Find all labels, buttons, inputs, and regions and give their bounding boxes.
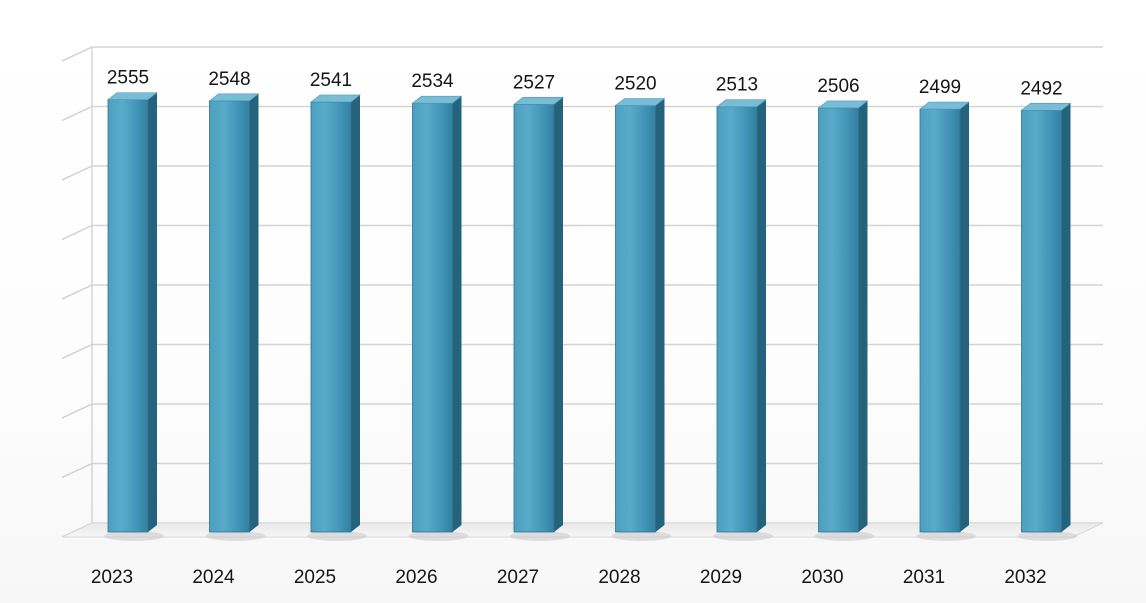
bar — [716, 106, 758, 533]
x-axis-labels: 2023 2024 2025 2026 2027 2028 2029 2030 2031 2032 — [91, 567, 1047, 588]
x-tick-label: 2027 — [497, 567, 539, 588]
data-label: 2506 — [817, 76, 859, 97]
bar-side — [452, 96, 462, 533]
bar-top — [107, 92, 158, 100]
bar-shadow — [510, 531, 570, 541]
data-labels: 2555 2548 2541 2534 2527 2520 2513 2506 2499 2492 — [107, 68, 1063, 100]
bar — [1021, 109, 1062, 533]
bar — [209, 100, 250, 533]
bar-side — [858, 100, 868, 533]
data-label: 2520 — [614, 74, 656, 95]
x-tick-label: 2032 — [1004, 567, 1046, 588]
bar-side — [351, 94, 360, 532]
x-tick-label: 2025 — [294, 567, 336, 588]
bar-shadow — [408, 531, 469, 541]
x-tick-label: 2029 — [700, 567, 742, 588]
bar-shadow — [104, 531, 164, 541]
bar-shadow — [611, 531, 672, 541]
bar — [412, 102, 453, 533]
gridline-tick — [61, 284, 93, 300]
bar-shadow — [916, 531, 976, 541]
gridline-tick — [61, 462, 93, 479]
data-label: 2534 — [411, 71, 454, 92]
data-label: 2541 — [310, 70, 352, 91]
gridline-tick — [61, 224, 93, 241]
x-tick-label: 2028 — [598, 567, 640, 588]
bars — [104, 92, 1078, 541]
x-tick-label: 2031 — [903, 567, 945, 588]
gridline-tick — [61, 105, 93, 122]
x-tick-label: 2030 — [801, 567, 843, 588]
data-label: 2555 — [107, 68, 149, 89]
bar-top — [1020, 102, 1072, 111]
bar-shadow — [713, 531, 773, 541]
bar-side — [655, 98, 665, 533]
bar — [919, 108, 961, 533]
data-label: 2527 — [513, 72, 555, 93]
bar-side — [960, 102, 969, 532]
bar — [818, 107, 859, 533]
bar-top — [919, 101, 970, 110]
data-label: 2492 — [1020, 78, 1062, 99]
bar-top — [716, 99, 767, 108]
bar — [310, 101, 352, 533]
bar — [513, 103, 555, 533]
data-label: 2499 — [919, 77, 961, 98]
bar — [107, 99, 149, 533]
gridline-tick — [61, 403, 93, 419]
bar-side — [1061, 103, 1071, 533]
bar-top — [614, 98, 666, 106]
data-label: 2548 — [208, 69, 250, 90]
bar-top — [208, 93, 260, 102]
bar-top — [513, 97, 564, 105]
bar-side — [554, 97, 563, 532]
bar-shadow — [1017, 531, 1078, 541]
bar-side — [757, 99, 766, 532]
bar — [615, 105, 656, 533]
bar-top — [411, 95, 463, 104]
x-tick-label: 2024 — [192, 567, 235, 588]
bar-shadow — [205, 531, 266, 541]
x-tick-label: 2023 — [91, 567, 133, 588]
bar-top — [310, 94, 361, 103]
data-label: 2513 — [716, 75, 758, 96]
bar-shadow — [307, 531, 367, 541]
gridline-tick — [61, 165, 93, 181]
gridline-tick — [61, 343, 93, 360]
gridline-tick — [61, 46, 93, 62]
x-tick-label: 2026 — [395, 567, 437, 588]
bar-shadow — [814, 531, 875, 541]
bar-top — [817, 100, 869, 109]
bar-side — [148, 92, 157, 532]
bar-side — [249, 93, 259, 533]
